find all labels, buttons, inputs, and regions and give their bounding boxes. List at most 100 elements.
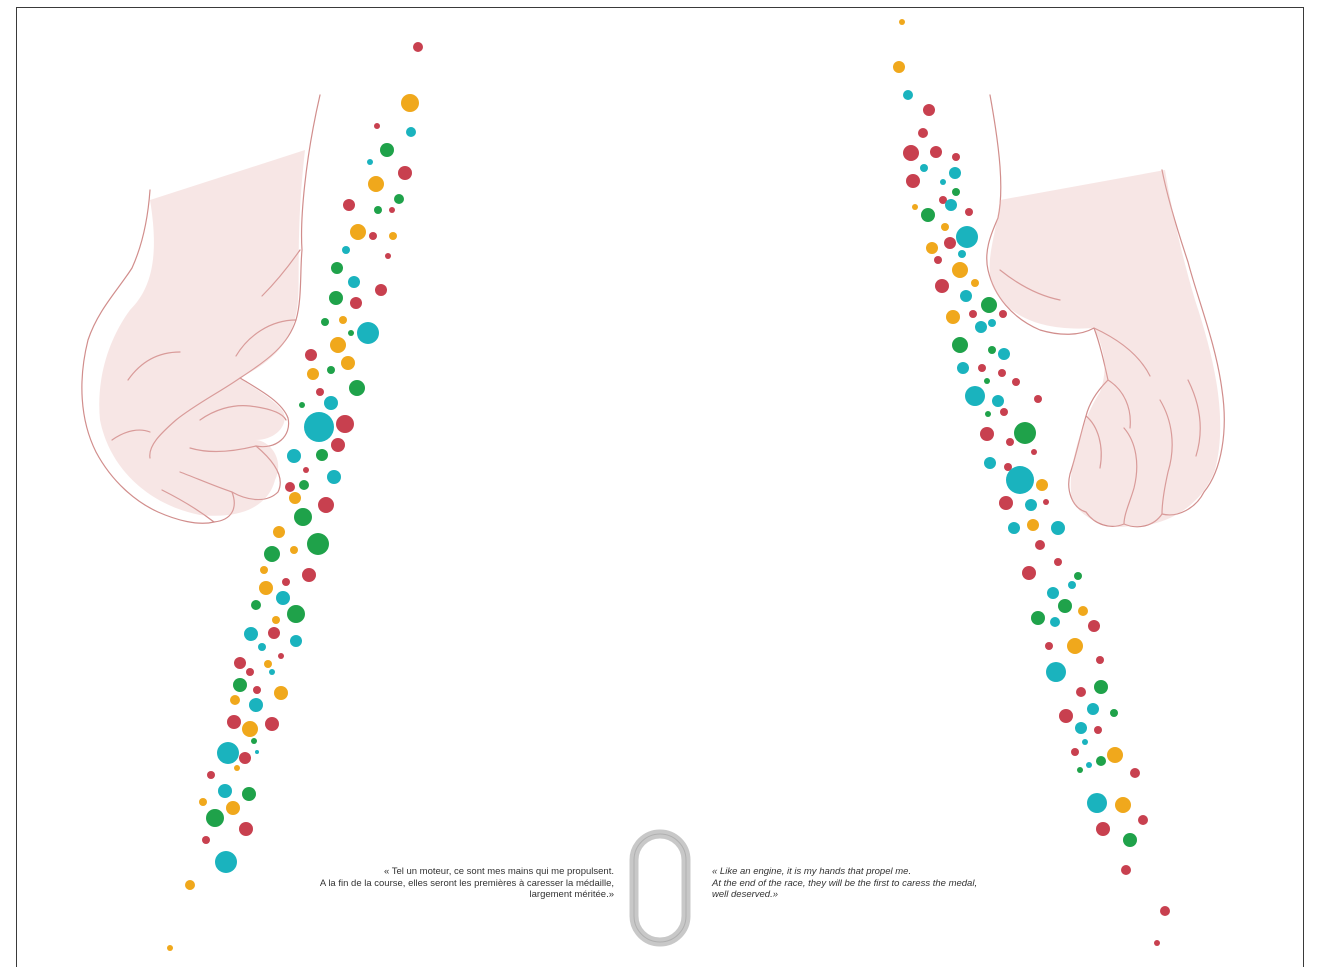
dot	[899, 19, 905, 25]
dot	[1036, 479, 1048, 491]
left-dot-trail	[167, 42, 423, 951]
dot	[978, 364, 986, 372]
dot	[946, 310, 960, 324]
dot	[324, 396, 338, 410]
dot	[341, 356, 355, 370]
dot	[357, 322, 379, 344]
dot	[1035, 540, 1045, 550]
dot	[984, 457, 996, 469]
dot	[975, 321, 987, 333]
dot	[1046, 662, 1066, 682]
dot	[389, 207, 395, 213]
dot	[385, 253, 391, 259]
dot	[1096, 656, 1104, 664]
dot	[893, 61, 905, 73]
dot	[1051, 521, 1065, 535]
dot	[233, 678, 247, 692]
dot	[1074, 572, 1082, 580]
dot	[304, 412, 334, 442]
dot	[343, 199, 355, 211]
dot	[1058, 599, 1072, 613]
dot	[930, 146, 942, 158]
dot	[389, 232, 397, 240]
quote-french-line-3: largement méritée.»	[529, 889, 614, 900]
dot	[339, 316, 347, 324]
dot	[285, 482, 295, 492]
dot	[349, 380, 365, 396]
dot	[374, 123, 380, 129]
dot	[1088, 620, 1100, 632]
dot	[278, 653, 284, 659]
dot	[1068, 581, 1076, 589]
dot	[342, 246, 350, 254]
dot	[992, 395, 1004, 407]
dot	[1130, 768, 1140, 778]
dot	[287, 449, 301, 463]
dot	[350, 224, 366, 240]
dot	[1096, 756, 1106, 766]
dot	[980, 427, 994, 441]
dot	[926, 242, 938, 254]
dot	[199, 798, 207, 806]
dot	[971, 279, 979, 287]
left-hand-illustration	[81, 94, 321, 524]
dot	[981, 297, 997, 313]
dot	[206, 809, 224, 827]
dot	[952, 153, 960, 161]
dot	[1094, 726, 1102, 734]
dot	[988, 346, 996, 354]
dot	[273, 526, 285, 538]
dot	[316, 388, 324, 396]
dot	[1043, 499, 1049, 505]
dot	[202, 836, 210, 844]
dot	[282, 578, 290, 586]
dot	[1054, 558, 1062, 566]
dot	[258, 643, 266, 651]
dot	[276, 591, 290, 605]
dot	[941, 223, 949, 231]
dot	[167, 945, 173, 951]
dot	[336, 415, 354, 433]
dot	[329, 291, 343, 305]
dot	[406, 127, 416, 137]
quote-english-line-3: well deserved.»	[712, 889, 779, 900]
dot	[374, 206, 382, 214]
dot	[958, 250, 966, 258]
dot	[246, 668, 254, 676]
dot	[234, 765, 240, 771]
dot	[1077, 767, 1083, 773]
dot	[934, 256, 942, 264]
dot	[307, 533, 329, 555]
right-dot-trail	[893, 19, 1170, 946]
dot	[1086, 762, 1092, 768]
dot	[230, 695, 240, 705]
dot	[268, 627, 280, 639]
dot	[952, 262, 968, 278]
dot	[185, 880, 195, 890]
dot	[234, 657, 246, 669]
dot	[1045, 642, 1053, 650]
dot	[999, 496, 1013, 510]
quote-french-line-2: A la fin de la course, elles seront les …	[319, 877, 614, 889]
dot	[331, 438, 345, 452]
dot	[239, 752, 251, 764]
dot	[1067, 638, 1083, 654]
dot	[949, 167, 961, 179]
dot	[1006, 466, 1034, 494]
dot	[251, 600, 261, 610]
dot	[1154, 940, 1160, 946]
dot	[305, 349, 317, 361]
dot	[945, 199, 957, 211]
dot	[401, 94, 419, 112]
dot	[1094, 680, 1108, 694]
quote-french-line-1: « Tel un moteur, ce sont mes mains qui m…	[383, 866, 614, 877]
dot	[957, 362, 969, 374]
dot	[318, 497, 334, 513]
dot	[1031, 449, 1037, 455]
dot	[242, 787, 256, 801]
dot	[413, 42, 423, 52]
dot	[367, 159, 373, 165]
dot	[984, 378, 990, 384]
dot	[218, 784, 232, 798]
